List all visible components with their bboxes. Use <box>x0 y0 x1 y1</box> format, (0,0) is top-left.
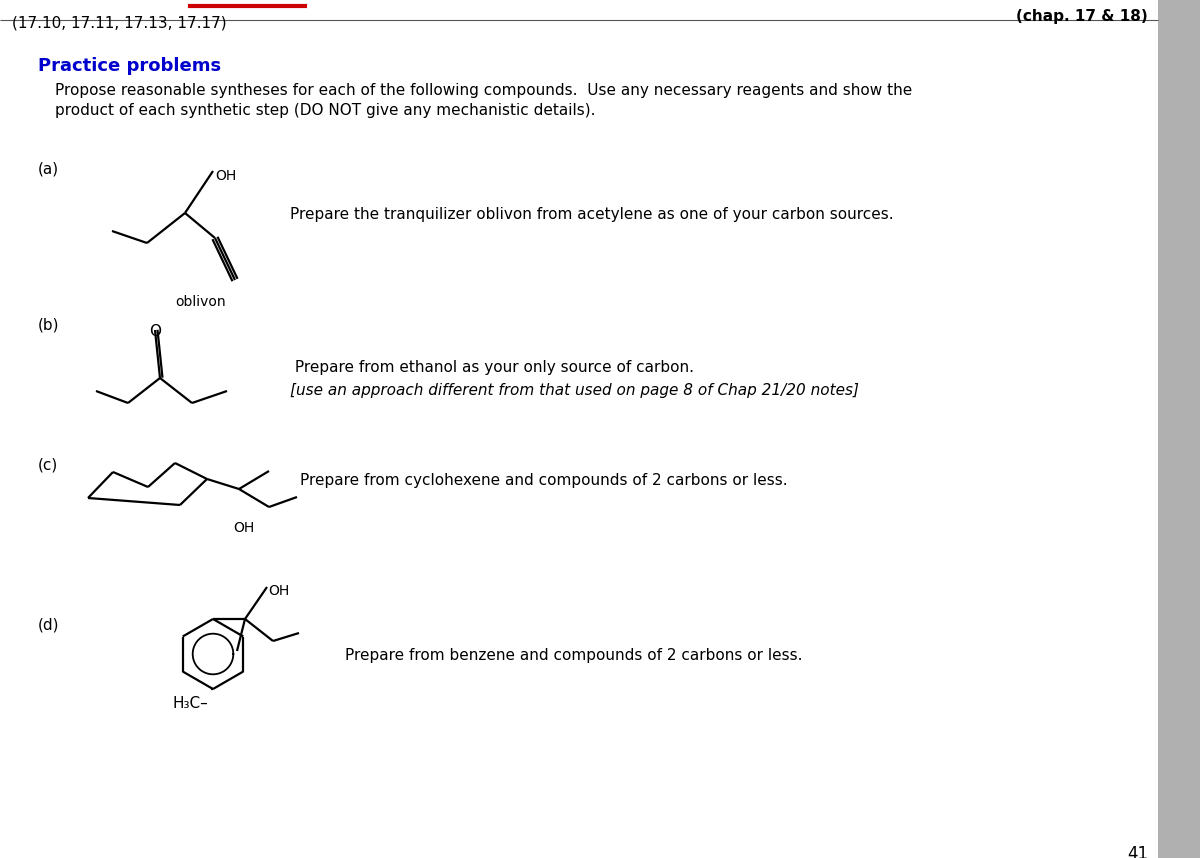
Text: (c): (c) <box>38 458 59 473</box>
Text: [use an approach different from that used on page 8 of Chap 21/20 notes]: [use an approach different from that use… <box>290 383 859 398</box>
Text: product of each synthetic step (DO NOT give any mechanistic details).: product of each synthetic step (DO NOT g… <box>55 103 595 118</box>
Text: oblivon: oblivon <box>175 295 226 309</box>
Text: OH: OH <box>215 169 236 183</box>
Text: Practice problems: Practice problems <box>38 57 221 75</box>
Text: 41: 41 <box>1127 845 1148 858</box>
Text: H₃C–: H₃C– <box>173 696 209 711</box>
Text: OH: OH <box>233 521 254 535</box>
Text: O: O <box>149 324 161 339</box>
Text: (a): (a) <box>38 162 59 177</box>
Text: (chap. 17 & 18): (chap. 17 & 18) <box>1016 9 1148 24</box>
Text: Prepare the tranquilizer oblivon from acetylene as one of your carbon sources.: Prepare the tranquilizer oblivon from ac… <box>290 207 894 222</box>
Text: Prepare from ethanol as your only source of carbon.: Prepare from ethanol as your only source… <box>290 360 694 375</box>
Text: (17.10, 17.11, 17.13, 17.17): (17.10, 17.11, 17.13, 17.17) <box>12 16 227 31</box>
Text: Propose reasonable syntheses for each of the following compounds.  Use any neces: Propose reasonable syntheses for each of… <box>55 83 912 98</box>
Text: Prepare from benzene and compounds of 2 carbons or less.: Prepare from benzene and compounds of 2 … <box>346 648 803 663</box>
Text: (d): (d) <box>38 618 60 633</box>
Text: Prepare from cyclohexene and compounds of 2 carbons or less.: Prepare from cyclohexene and compounds o… <box>300 473 787 488</box>
Text: OH: OH <box>268 584 289 598</box>
Text: (b): (b) <box>38 318 60 333</box>
Bar <box>1158 0 1200 858</box>
